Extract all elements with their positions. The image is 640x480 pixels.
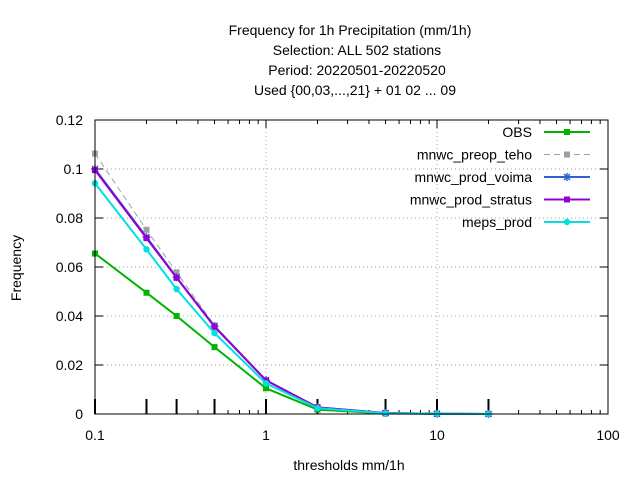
data-point — [563, 173, 571, 181]
y-tick-label: 0.12 — [56, 112, 83, 128]
x-tick-label: 0.1 — [85, 427, 105, 443]
y-tick-label: 0.04 — [56, 308, 83, 324]
y-tick-label: 0.1 — [64, 161, 84, 177]
title-line-4: Used {00,03,...,21} + 01 02 ... 09 — [254, 82, 456, 98]
data-point — [143, 289, 150, 296]
data-point — [564, 151, 570, 158]
data-point — [211, 344, 218, 351]
legend-entry: mnwc_preop_teho — [417, 147, 590, 163]
title-line-2: Selection: ALL 502 stations — [273, 42, 441, 58]
series-line — [94, 252, 489, 415]
legend-entry: OBS — [502, 124, 590, 140]
data-point — [382, 410, 389, 417]
data-point-stroke — [563, 173, 571, 181]
y-tick-label: 0.06 — [56, 259, 83, 275]
legend: OBS mnwc_preop_teho mnwc_prod_voima mnwc_pr… — [410, 124, 590, 230]
title-line-1: Frequency for 1h Precipitation (mm/1h) — [229, 22, 472, 38]
legend-label: OBS — [502, 124, 532, 140]
data-point — [211, 329, 218, 337]
data-point — [563, 218, 571, 226]
data-point — [314, 404, 321, 412]
chart-title: Frequency for 1h Precipitation (mm/1h) S… — [229, 22, 472, 98]
data-point — [143, 235, 150, 242]
legend-label: mnwc_prod_stratus — [410, 192, 532, 208]
x-tick-label: 100 — [596, 427, 620, 443]
legend-label: mnwc_preop_teho — [417, 147, 532, 163]
data-point — [143, 226, 150, 233]
legend-label: meps_prod — [462, 214, 532, 230]
series-meps-prod — [91, 180, 492, 418]
axis-tick-labels: 0 0.02 0.04 0.06 0.08 0.1 0.12 0.1 1 10 100 — [56, 112, 620, 443]
data-point — [173, 269, 180, 276]
title-line-3: Period: 20220501-20220520 — [268, 62, 446, 78]
legend-label: mnwc_prod_voima — [415, 169, 533, 185]
grid-lines — [95, 120, 608, 414]
legend-entry: mnwc_prod_stratus — [410, 192, 590, 208]
data-point — [564, 196, 570, 203]
data-point — [564, 129, 570, 135]
data-point — [173, 274, 180, 281]
data-point — [173, 285, 180, 293]
plot-frame — [94, 119, 609, 415]
y-tick-label: 0 — [75, 406, 83, 422]
y-axis-label: Frequency — [8, 235, 24, 301]
data-point — [143, 246, 150, 253]
x-axis-label: thresholds mm/1h — [293, 457, 404, 473]
data-point — [263, 385, 269, 392]
legend-entry: meps_prod — [462, 214, 590, 230]
y-tick-label: 0.08 — [56, 210, 83, 226]
data-point — [173, 313, 180, 319]
data-point — [262, 380, 270, 387]
series-OBS — [92, 250, 492, 417]
x-tick-label: 10 — [429, 427, 445, 443]
legend-entry: mnwc_prod_voima — [415, 169, 590, 185]
data-point — [211, 323, 218, 330]
y-tick-label: 0.02 — [56, 357, 83, 373]
x-tick-label: 1 — [262, 427, 270, 443]
